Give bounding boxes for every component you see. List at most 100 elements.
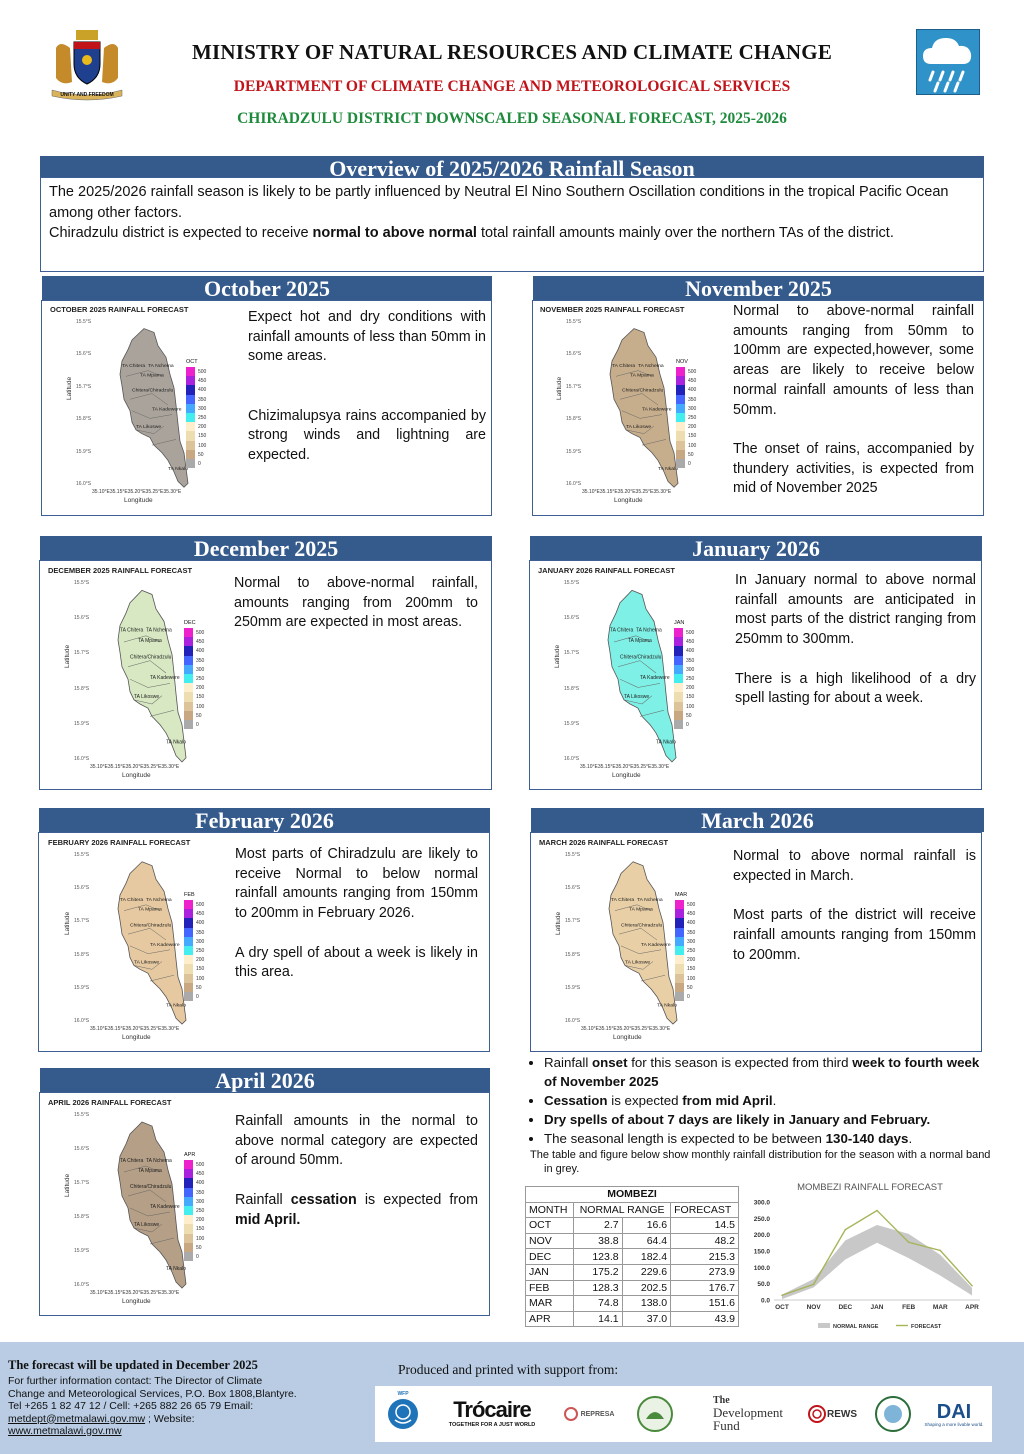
legend-value: 250 [198,414,207,421]
table-row: OCT 2.7 16.6 14.5 [524,1217,739,1234]
legend-month: FEB [184,892,195,898]
legend-entry: 400 [186,385,206,395]
ta-label: TA Kadewere [642,407,672,413]
legend-value: 100 [687,975,696,982]
legend-value: 0 [198,460,201,467]
legend-entry: 0 [184,991,199,1002]
map-ylabel: Latitude [66,376,73,400]
legend-value: 100 [198,442,207,449]
legend-value: 150 [686,694,695,701]
legend-value: 50 [196,984,202,991]
forecast-cell: 48.2 [670,1232,739,1250]
ta-label: Chitera/Chiradzulu [130,654,172,660]
legend-value: 200 [686,685,695,692]
latitude-tick: 15.7°S [76,383,92,390]
legend-entry: 100 [186,440,206,450]
normal-range-cell: 74.8 [573,1295,623,1312]
legend-entry: 250 [675,945,695,956]
map-xlabel: Longitude [122,1298,151,1305]
latitude-tick: 15.9°S [76,448,92,455]
legend-swatch [675,936,684,946]
legend-value: 350 [686,657,695,664]
partner-seal-logo [633,1393,677,1435]
latitude-tick: 16.0°S [565,1018,581,1024]
ta-boundary [620,945,662,954]
overview-box: The 2025/2026 rainfall season is likely … [40,177,984,272]
jan-box [529,560,982,790]
latitude-tick: 15.9°S [564,720,580,727]
legend-swatch [676,385,685,395]
legend-swatch [184,1178,193,1188]
longitude-ticks: 35.10°E35.15°E35.20°E35.25°E35.30°E [580,764,670,770]
legend-value: 150 [196,694,205,701]
legend-value: 300 [198,405,207,412]
y-tick-label: 250.0 [754,1216,771,1223]
ta-boundary [133,695,163,705]
ta-boundary [133,1223,163,1233]
latitude-tick: 15.7°S [74,1180,90,1186]
legend-value: 0 [196,993,199,1000]
legend-entry: 150 [186,431,206,441]
contact-info: For further information contact: The Dir… [8,1375,297,1437]
legend-value: 500 [196,1162,205,1168]
normal-range-cell: 202.5 [621,1279,672,1297]
legend-entry: 450 [186,376,206,386]
website-link[interactable]: www.metmalawi.gov.mw [8,1425,122,1437]
legend-swatch [184,655,193,665]
y-tick-label: 100.0 [754,1265,771,1272]
legend-entry: 500 [186,367,206,377]
legend-value: 300 [688,405,697,412]
legend-swatch [675,927,684,937]
legend-swatch [674,719,683,730]
legend-value: 150 [198,433,207,440]
legend-swatch [184,673,193,684]
legend-swatch [186,449,195,459]
legend-entry: 50 [186,449,204,459]
normal-range-cell: 123.8 [573,1248,623,1265]
legend-swatch [184,664,193,674]
district-outline [609,328,679,488]
legend-entry: 450 [674,637,694,647]
district-map: TA Chitera TA Nchema TA Mpama Chitera/Chira… [608,861,678,1025]
map-xlabel: Longitude [612,772,641,779]
bullet-dry-spells: Dry spells of about 7 days are likely in… [544,1110,994,1129]
ta-label: TA Kadewere [640,675,670,681]
legend-entry: 350 [186,394,206,404]
latitude-tick: 16.0°S [74,1282,90,1288]
legend-swatch [674,664,683,674]
legend-entry: 200 [675,955,695,965]
nov-text: Normal to above-normal rainfall amounts … [733,303,974,497]
ta-label: TA Mpama [138,638,162,644]
legend-swatch [675,982,684,992]
legend-entry: 150 [674,692,694,702]
legend-entry: 350 [184,927,204,937]
trocaire-logo: Trócaire TOGETHER FOR A JUST WORLD [448,1397,536,1429]
legend-entry: 400 [675,918,695,928]
legend-swatch [675,955,684,965]
apr-text: Rainfall amounts in the normal to above … [235,1113,478,1228]
legend-value: 400 [196,1180,205,1187]
normal-range-cell: 138.0 [621,1295,672,1312]
ta-boundary [614,904,652,911]
latitude-tick: 15.8°S [76,416,92,423]
legend-value: 150 [687,966,696,973]
legend-swatch [184,945,193,956]
forecast-cell: 14.5 [670,1217,739,1234]
ta-label: TA Chitera [610,628,633,634]
footer: The forecast will be updated in December… [0,1342,1024,1454]
ta-label: TA Nchema [636,628,662,634]
map-title: DECEMBER 2025 RAINFALL FORECAST [48,566,193,575]
ta-label: TA Nchema [146,628,172,634]
legend-value: 500 [198,369,207,375]
support-label: Produced and printed with support from: [398,1362,619,1377]
legend-entry: 50 [674,710,692,720]
email-link[interactable]: metdept@metmalawi.gov.mw [8,1412,146,1425]
latitude-tick: 15.5°S [74,852,90,858]
legend-swatch [186,403,195,413]
legend-entry: 200 [184,683,204,693]
ta-label: TA Likoswe [134,694,159,700]
legend-month: JAN [674,620,685,626]
legend-swatch [184,918,193,928]
map-xlabel: Longitude [614,497,643,504]
legend-value: 300 [687,938,696,945]
